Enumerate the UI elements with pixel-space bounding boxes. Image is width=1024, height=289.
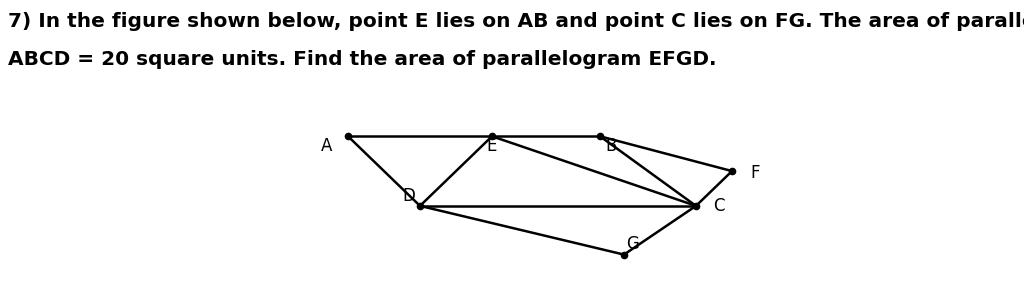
Text: G: G — [627, 235, 639, 253]
Text: C: C — [713, 197, 725, 215]
Text: ABCD = 20 square units. Find the area of parallelogram EFGD.: ABCD = 20 square units. Find the area of… — [8, 50, 717, 69]
Text: D: D — [402, 187, 416, 205]
Text: E: E — [486, 137, 498, 155]
Text: 7) In the figure shown below, point E lies on AB and point C lies on FG. The are: 7) In the figure shown below, point E li… — [8, 12, 1024, 31]
Text: B: B — [605, 137, 616, 155]
Text: F: F — [750, 164, 760, 182]
Text: A: A — [322, 137, 333, 155]
